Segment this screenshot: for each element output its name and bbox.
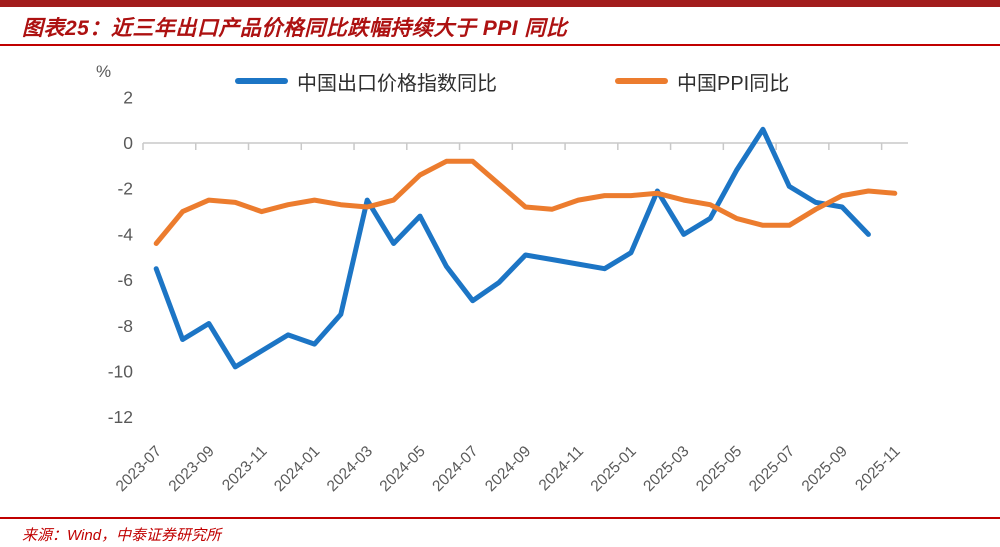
chart-legend: 中国出口价格指数同比 中国PPI同比 — [0, 66, 1000, 96]
legend-label-export-price: 中国出口价格指数同比 — [297, 72, 497, 95]
x-tick-label: 2023-11 — [219, 443, 270, 494]
series-line-ppi — [153, 158, 898, 246]
footer-divider-line — [0, 517, 1000, 519]
y-axis-unit-label: % — [96, 62, 112, 81]
source-note: 来源：Wind，中泰证券研究所 — [22, 527, 222, 544]
x-tick-label: 2025-05 — [693, 443, 745, 495]
x-tick-label: 2024-11 — [536, 443, 587, 494]
y-tick-label: -8 — [117, 316, 133, 336]
x-tick-label: 2024-01 — [271, 443, 323, 495]
legend-label-ppi: 中国PPI同比 — [677, 72, 790, 95]
x-tick-label: 2023-07 — [113, 443, 165, 495]
legend-item-export-price: 中国出口价格指数同比 — [235, 66, 497, 96]
y-tick-label: -4 — [117, 224, 133, 244]
x-tick-label: 2025-11 — [852, 443, 903, 494]
y-tick-label: -6 — [117, 270, 133, 290]
x-tick-label: 2024-05 — [377, 443, 429, 495]
x-tick-label: 2024-03 — [324, 443, 376, 495]
legend-line-swatch-blue — [235, 78, 288, 84]
series-line-export-price — [153, 126, 871, 370]
x-tick-label: 2025-03 — [640, 443, 692, 495]
y-tick-label: 0 — [123, 133, 133, 153]
figure-title: 图表25：近三年出口产品价格同比跌幅持续大于 PPI 同比 — [22, 17, 568, 40]
x-tick-label: 2025-01 — [588, 443, 640, 495]
title-divider-line — [0, 44, 1000, 46]
x-tick-label: 2024-07 — [429, 443, 481, 495]
legend-line-swatch-orange — [615, 78, 668, 84]
legend-item-ppi: 中国PPI同比 — [615, 66, 789, 96]
y-tick-label: -2 — [117, 179, 133, 199]
x-tick-label: 2025-09 — [799, 443, 851, 495]
x-tick-label: 2024-09 — [482, 443, 534, 495]
top-red-bar — [0, 0, 1000, 7]
x-tick-label: 2025-07 — [746, 443, 798, 495]
y-tick-label: -12 — [108, 407, 133, 427]
y-tick-label: -10 — [108, 362, 134, 382]
x-tick-label: 2023-09 — [166, 443, 218, 495]
y-tick-label: 2 — [123, 87, 133, 107]
